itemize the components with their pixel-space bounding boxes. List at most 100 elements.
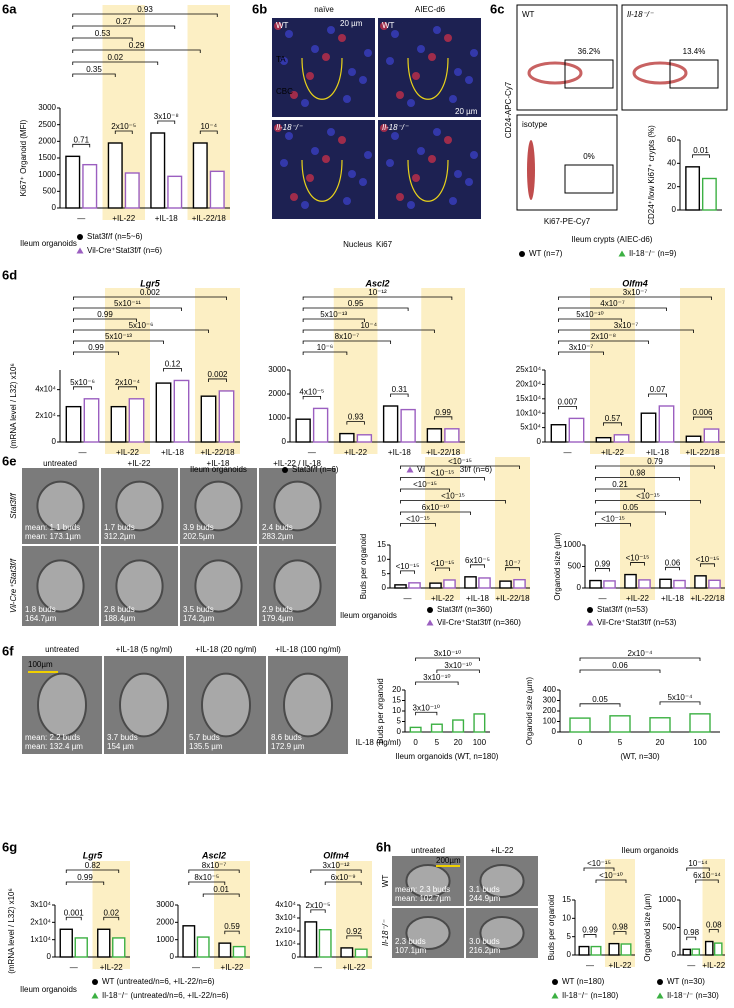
legend-marker	[552, 979, 558, 985]
bar	[65, 155, 81, 209]
scale-bar-label: 100µm	[28, 660, 53, 669]
bar	[499, 580, 512, 589]
cell-nucleus	[274, 124, 282, 132]
legend-title: Ileum organoids	[340, 611, 397, 620]
p-value: 4x10⁻⁷	[600, 299, 625, 308]
x-tick-label: —	[192, 963, 200, 972]
cell-nucleus	[386, 159, 394, 167]
p-value: <10⁻¹⁵	[413, 480, 437, 489]
significance-bracket	[114, 130, 133, 134]
p-value: <10⁻¹⁵	[431, 469, 455, 478]
significance-bracket	[324, 881, 362, 885]
y-tick-label: 0	[672, 205, 677, 214]
cell-nucleus	[417, 45, 425, 53]
legend-marker	[519, 251, 525, 257]
y-tick-label: 3000	[268, 365, 286, 374]
p-value: 0.98	[630, 469, 646, 478]
significance-bracket	[188, 869, 240, 873]
significance-bracket	[686, 936, 697, 941]
y-tick-label: 2x10⁴	[35, 411, 56, 420]
bar	[167, 175, 183, 209]
p-value: 0.59	[224, 922, 240, 931]
significance-bracket	[695, 879, 719, 883]
x-tick-label: —	[404, 594, 412, 603]
p-value: 0.07	[650, 385, 666, 394]
caption: mean: 1.1 buds	[25, 523, 80, 532]
x-tick-label: —	[77, 214, 85, 223]
caption: 188.4µm	[104, 614, 136, 623]
p-value: 3x10⁻¹⁰	[434, 649, 461, 658]
x-tick-label: —	[599, 594, 607, 603]
legend-marker	[76, 247, 84, 254]
bar	[150, 132, 166, 209]
x-tick-label: +IL-18	[155, 214, 178, 223]
significance-bracket	[346, 935, 362, 939]
stain-label: Ki67	[376, 240, 393, 249]
p-value: 0.27	[116, 17, 132, 26]
legend-marker	[427, 607, 433, 613]
significance-bracket	[72, 73, 116, 77]
y-tick-label: 0	[672, 950, 677, 959]
organoid	[479, 864, 525, 898]
x-tick-label: +IL-22	[702, 961, 725, 970]
p-value: <10⁻¹⁵	[448, 457, 472, 466]
column-label: +IL-22	[491, 846, 514, 855]
significance-bracket	[558, 340, 649, 344]
legend-marker	[657, 979, 663, 985]
significance-bracket	[659, 701, 701, 705]
p-value: 0.05	[623, 503, 639, 512]
chart-title: Lgr5	[140, 278, 160, 288]
bar	[65, 405, 82, 443]
caption: mean: 173.1µm	[25, 532, 81, 541]
p-value: 0.99	[88, 343, 104, 352]
crypt-outline	[301, 57, 343, 100]
p-value: 6x10⁻⁹	[331, 873, 356, 882]
flow-axis-label: Ki67-PE-Cy7	[544, 217, 591, 226]
p-value: 10⁻¹⁴	[688, 859, 708, 868]
p-value: 0.92	[346, 927, 362, 936]
x-tick-label: —	[564, 448, 572, 457]
bar	[173, 379, 190, 443]
column-label: +IL-18 (5 ng/ml)	[116, 645, 173, 654]
p-value: <10⁻¹⁵	[441, 492, 465, 501]
bar	[444, 428, 460, 443]
bar	[452, 719, 465, 733]
column-label: untreated	[411, 846, 445, 855]
significance-bracket	[400, 477, 485, 481]
caption: 5.7 buds	[189, 733, 220, 742]
bar	[59, 928, 73, 958]
organoid	[405, 864, 451, 898]
significance-bracket	[595, 523, 631, 527]
bar	[478, 577, 491, 589]
cell-nucleus	[359, 178, 367, 186]
gate	[669, 59, 719, 89]
column-label: AIEC-d6	[415, 5, 446, 14]
legend-marker	[656, 992, 664, 999]
p-value: 8x10⁻⁷	[202, 861, 227, 870]
tile-label: Il-18⁻/⁻	[382, 123, 409, 132]
y-tick-label: 3000	[38, 103, 56, 112]
row-label: Il-18⁻/⁻	[381, 919, 390, 946]
significance-bracket	[415, 657, 480, 661]
y-tick-label: 15x10⁴	[516, 394, 542, 403]
y-tick-label: 15	[377, 540, 386, 549]
y-tick-label: 40	[667, 158, 676, 167]
significance-bracket	[73, 340, 164, 344]
caption: mean: 132.4 µm	[25, 742, 83, 751]
organoid	[405, 916, 451, 950]
y-axis-label: Ki67⁺ Organoid (MFI)	[19, 119, 28, 196]
bar	[192, 142, 208, 209]
bar	[689, 713, 711, 733]
significance-bracket	[595, 879, 627, 883]
y-tick-label: 1500	[38, 153, 56, 162]
p-value: 2x10⁻⁸	[591, 332, 616, 341]
legend-label: WT (n=30)	[667, 977, 705, 986]
x-tick-label: +IL-22/18	[192, 214, 227, 223]
caption: 107.1µm	[395, 946, 427, 955]
significance-bracket	[302, 396, 322, 400]
x-tick-label: +IL-22	[431, 594, 454, 603]
caption: 3.0 buds	[469, 937, 500, 946]
significance-bracket	[72, 49, 201, 53]
organoid	[283, 672, 333, 738]
scale-bar-label: 20 µm	[340, 19, 363, 28]
